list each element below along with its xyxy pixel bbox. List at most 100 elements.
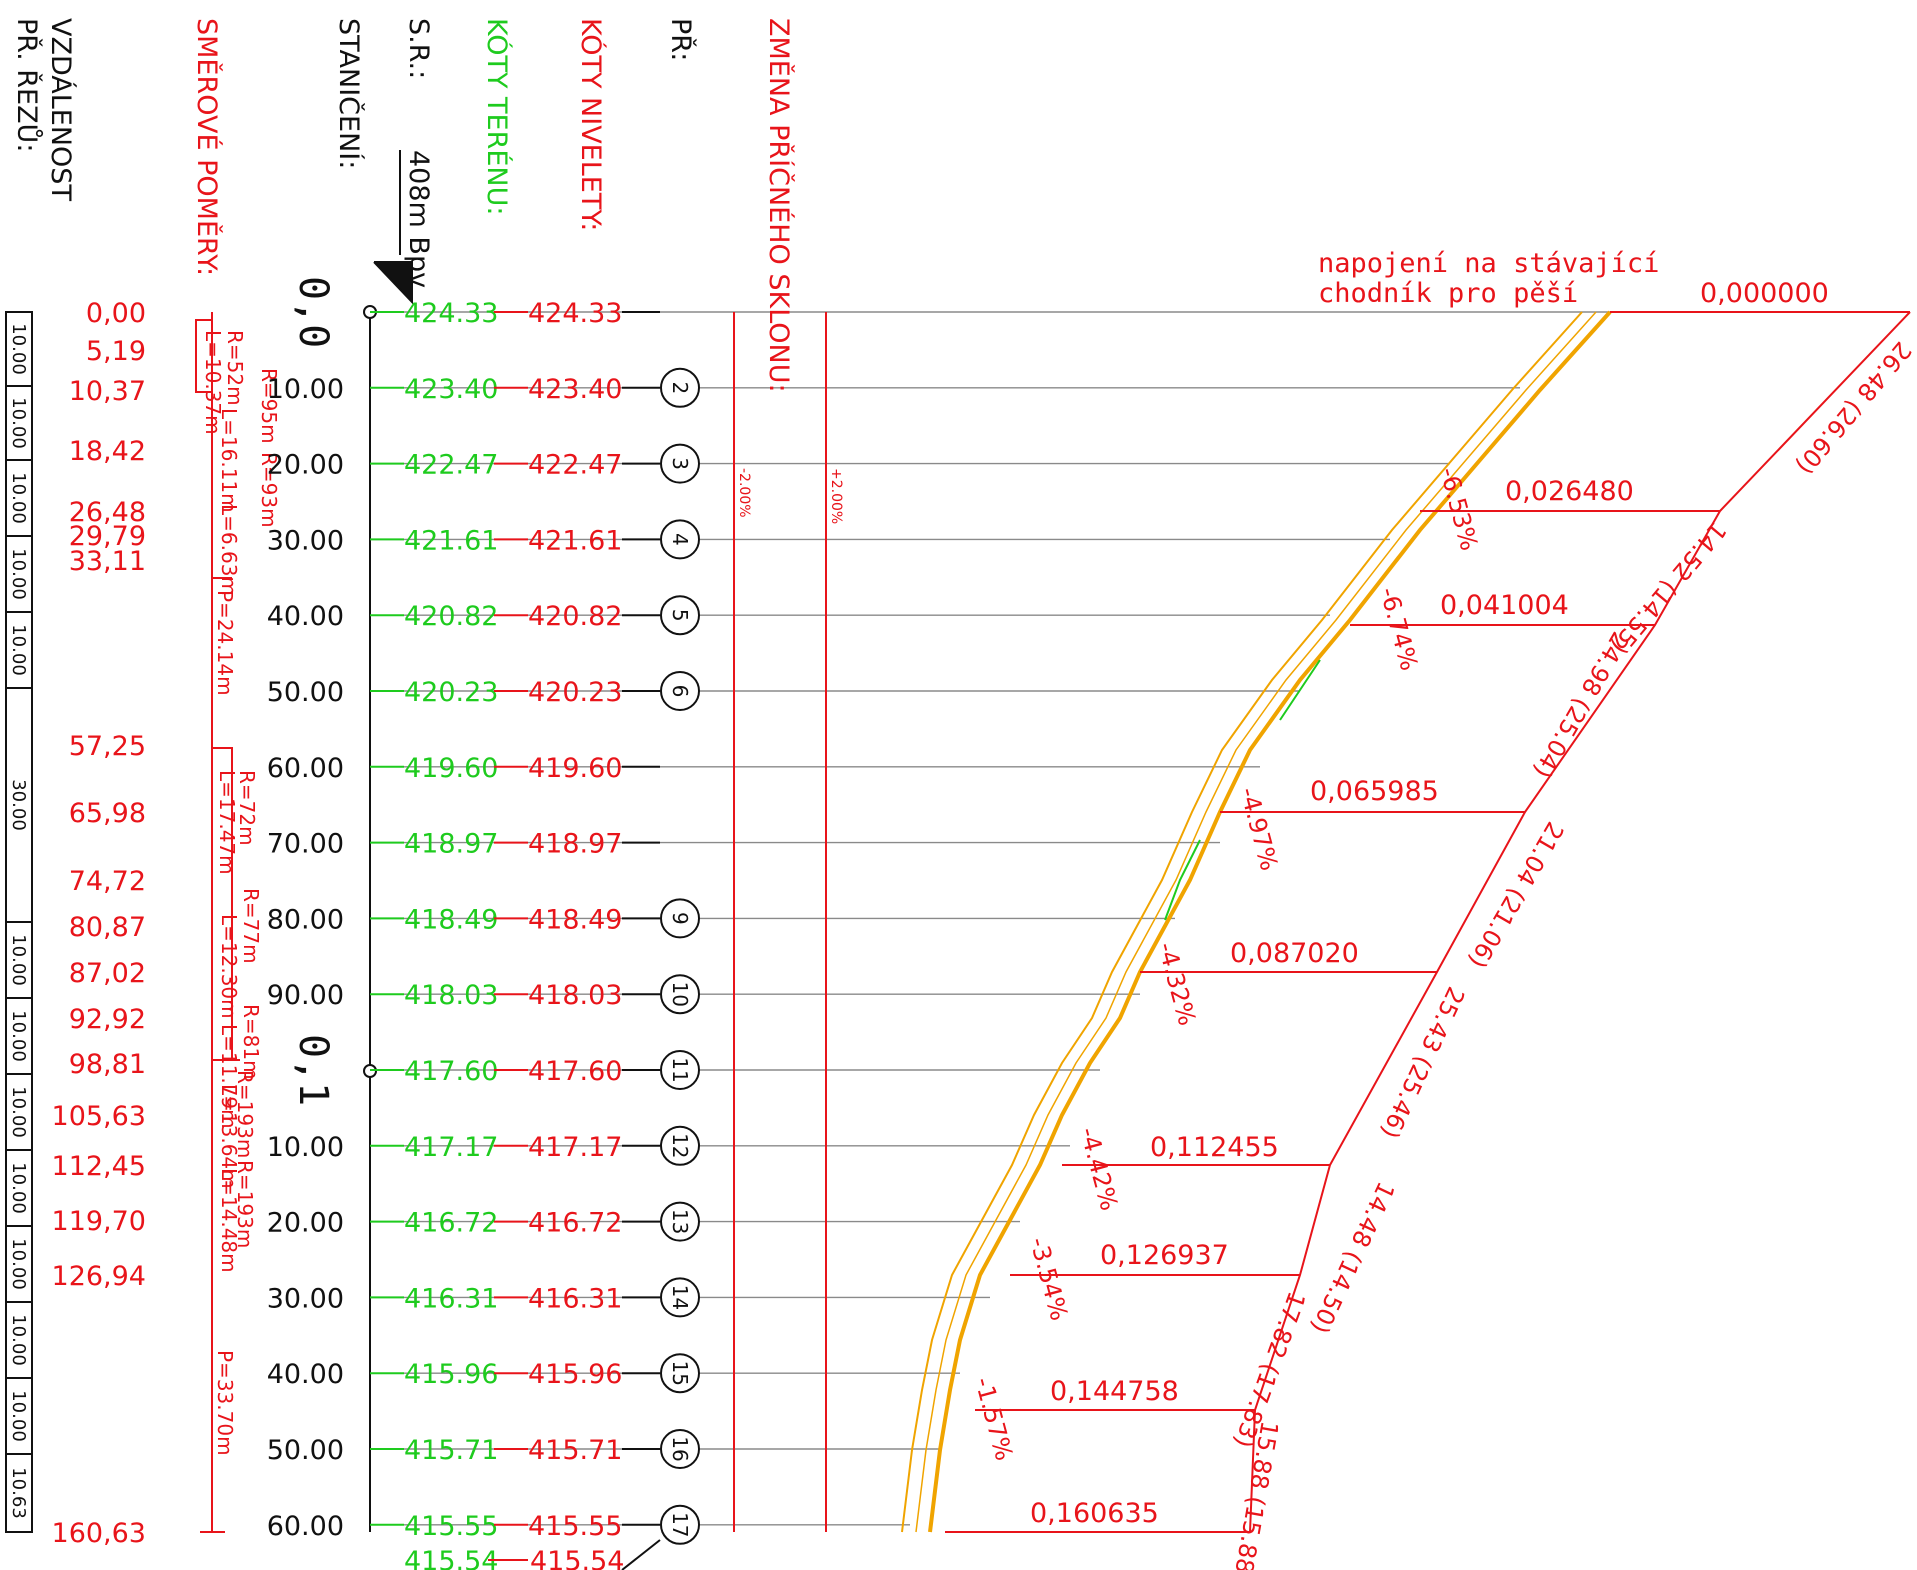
distance-value: 57,25 bbox=[69, 731, 146, 762]
table-row: 10.00 417.17 417.17 12 bbox=[267, 1125, 700, 1166]
table-row: 30.00 421.61 421.61 4 bbox=[267, 519, 700, 560]
terrain-elevation: 416.31 bbox=[404, 1283, 498, 1314]
terrain-elevation: 422.47 bbox=[404, 450, 498, 481]
curve-parameter: L=10.37m bbox=[201, 330, 225, 435]
profile-number-marker: 16 bbox=[660, 1429, 700, 1469]
segment-length: 10.00 bbox=[8, 1390, 29, 1442]
curve-parameter: L=14.48m bbox=[217, 1168, 241, 1273]
edge-length: 24.98 (25.04) bbox=[1528, 627, 1634, 783]
table-row: 40.00 420.82 420.82 5 bbox=[267, 595, 700, 636]
station-label: 50.00 bbox=[267, 1435, 344, 1466]
slope-left: -2.00% bbox=[736, 468, 752, 518]
connection-note-line1: napojení na stávající bbox=[1318, 248, 1659, 279]
station-label: 30.00 bbox=[267, 525, 344, 556]
station-label: 60.00 bbox=[267, 1511, 344, 1542]
curve-parameter: P=33.70m bbox=[213, 1350, 237, 1456]
grade-value: -6.53% bbox=[1434, 464, 1483, 553]
profile-number-marker: 9 bbox=[660, 898, 700, 939]
terrain-elevation: 424.33 bbox=[404, 298, 498, 329]
distance-value: 18,42 bbox=[69, 436, 146, 467]
offset-value: 0,144758 bbox=[1050, 1376, 1179, 1407]
edge-line bbox=[915, 311, 1597, 1533]
last-extra-row: 415.54 415.54 bbox=[404, 1539, 661, 1570]
profile-number: 2 bbox=[668, 381, 692, 394]
profile-number-marker: 11 bbox=[660, 1050, 700, 1090]
niveleta-elevation: 417.60 bbox=[528, 1056, 622, 1087]
table-row: 30.00 416.31 416.31 14 bbox=[267, 1277, 700, 1318]
curve-parameter: R=52m bbox=[223, 330, 247, 406]
terrain-elevation: 423.40 bbox=[404, 374, 498, 405]
header-koty-terenu: KÓTY TERÉNU: bbox=[481, 18, 513, 215]
offset-value: 0,087020 bbox=[1230, 938, 1359, 969]
profile-number: 4 bbox=[668, 533, 692, 546]
segment-length: 10.63 bbox=[8, 1467, 29, 1519]
segment-length: 10.00 bbox=[8, 323, 29, 375]
offset-value: 0,160635 bbox=[1030, 1498, 1159, 1529]
distance-value: 80,87 bbox=[69, 912, 146, 943]
distance-value: 26,48 bbox=[69, 497, 146, 528]
niveleta-elevation: 422.47 bbox=[528, 450, 622, 481]
terrain-elevation: 416.72 bbox=[404, 1208, 498, 1239]
curve-parameter: R=77m bbox=[239, 888, 263, 964]
niveleta-elevation: 420.82 bbox=[528, 601, 622, 632]
extra-terrain: 415.54 bbox=[404, 1546, 498, 1570]
distance-value: 0,00 bbox=[86, 298, 146, 329]
curve-parameter: R=93m bbox=[257, 452, 281, 528]
profile-number: 6 bbox=[668, 685, 692, 698]
segment-length: 10.00 bbox=[8, 1010, 29, 1062]
table-row: 40.00 415.96 415.96 15 bbox=[267, 1353, 700, 1394]
profile-number-marker: 10 bbox=[660, 974, 700, 1015]
slope-change-labels: -2.00% +2.00% bbox=[736, 468, 844, 524]
niveleta-elevation: 418.03 bbox=[528, 980, 622, 1011]
offset-value: 0,000000 bbox=[1700, 278, 1829, 309]
offset-values: 0,000000 0,026480 0,041004 0,065985 0,087020… bbox=[1030, 278, 1829, 1529]
profile-number-marker: 13 bbox=[660, 1201, 700, 1242]
profile-number: 16 bbox=[668, 1436, 692, 1461]
terrain-elevation: 418.97 bbox=[404, 829, 498, 860]
station-label: 80.00 bbox=[267, 904, 344, 935]
station-label: 30.00 bbox=[267, 1283, 344, 1314]
grade-value: -6.74% bbox=[1374, 584, 1423, 673]
station-label: 40.00 bbox=[267, 601, 344, 632]
distance-value: 92,92 bbox=[69, 1004, 146, 1035]
plan-view: 0,000000 0,026480 0,041004 0,065985 0,087020… bbox=[901, 278, 1917, 1570]
grade-value: -4.32% bbox=[1152, 939, 1201, 1028]
curve-parameter: L=13.64m bbox=[217, 1084, 241, 1189]
niveleta-elevation: 417.17 bbox=[528, 1132, 622, 1163]
grade-labels: -6.53%-6.74% -4.97% -4.32% -4.42%-3.54% -1.5… bbox=[969, 464, 1483, 1463]
profile-number-marker: 3 bbox=[660, 443, 700, 484]
segment-length: 10.00 bbox=[8, 1162, 29, 1214]
terrain-elevation: 417.60 bbox=[404, 1056, 498, 1087]
km-marks: 0,0 0,1 bbox=[290, 276, 336, 1106]
table-row: 417.60 417.60 11 bbox=[370, 1050, 700, 1090]
curve-parameter: R=193m bbox=[233, 1070, 257, 1158]
profile-number: 13 bbox=[668, 1209, 692, 1234]
header-smerove-pomery: SMĚROVÉ POMĚRY: bbox=[191, 18, 223, 276]
profile-number-marker: 14 bbox=[660, 1277, 700, 1318]
table-row: 90.00 418.03 418.03 10 bbox=[267, 974, 700, 1015]
km-mark-0: 0,0 bbox=[290, 276, 336, 348]
profile-number-marker: 6 bbox=[660, 671, 700, 711]
offset-value: 0,112455 bbox=[1150, 1132, 1279, 1163]
header-pr: PŘ: bbox=[665, 18, 697, 61]
terrain-elevation: 418.03 bbox=[404, 980, 498, 1011]
station-label: 60.00 bbox=[267, 753, 344, 784]
curve-parameter: R=95m bbox=[257, 368, 281, 444]
curve-parameter: P=24.14m bbox=[213, 590, 237, 696]
station-label: 70.00 bbox=[267, 829, 344, 860]
table-row: 50.00 420.23 420.23 6 bbox=[267, 671, 700, 711]
station-label: 10.00 bbox=[267, 1132, 344, 1163]
header-vzdalenost-1: VZDÁLENOST bbox=[45, 18, 77, 201]
terrain-elevation: 415.55 bbox=[404, 1511, 498, 1542]
distance-value: 87,02 bbox=[69, 958, 146, 989]
profile-number-marker: 4 bbox=[660, 519, 700, 560]
profile-number-marker: 17 bbox=[660, 1504, 700, 1545]
terrain-fragment bbox=[1279, 659, 1321, 721]
table-row: 20.00 416.72 416.72 13 bbox=[267, 1201, 700, 1242]
curve-parameter: R=81m bbox=[239, 1004, 263, 1080]
curve-parameter: R=193m bbox=[233, 1160, 257, 1248]
segment-length: 10.00 bbox=[8, 1314, 29, 1366]
edge-length: 26.48 (26.60) bbox=[1790, 336, 1917, 479]
terrain-fragment bbox=[1164, 839, 1201, 921]
